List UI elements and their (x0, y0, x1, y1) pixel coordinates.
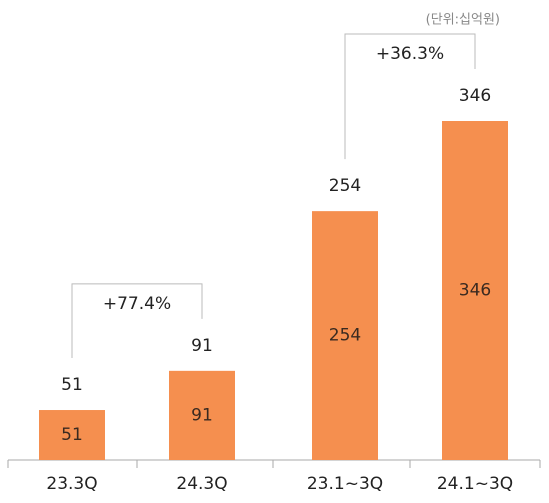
value-label: 51 (61, 375, 83, 395)
bar (169, 370, 235, 460)
growth-annotation: +77.4% (103, 294, 171, 314)
bar-inner-label: 91 (191, 405, 213, 425)
value-label: 346 (459, 86, 491, 106)
growth-annotation: +36.3% (376, 44, 444, 64)
bar (312, 211, 378, 460)
value-label: 91 (191, 336, 213, 356)
value-label: 254 (329, 176, 361, 196)
comparison-bracket (344, 33, 476, 160)
unit-label: (단위:십억원) (426, 13, 500, 28)
x-tick-label: 23.3Q (46, 474, 97, 494)
bar (39, 410, 105, 460)
bar (442, 121, 508, 460)
x-tick-label: 24.1~3Q (437, 474, 513, 494)
bar-inner-label: 346 (459, 281, 491, 301)
bar-inner-label: 254 (329, 326, 361, 346)
comparison-bracket (71, 283, 203, 359)
x-tick-label: 23.1~3Q (307, 474, 383, 494)
bar-inner-label: 51 (61, 425, 83, 445)
x-tick-label: 24.3Q (176, 474, 227, 494)
axis-separators (7, 460, 541, 468)
